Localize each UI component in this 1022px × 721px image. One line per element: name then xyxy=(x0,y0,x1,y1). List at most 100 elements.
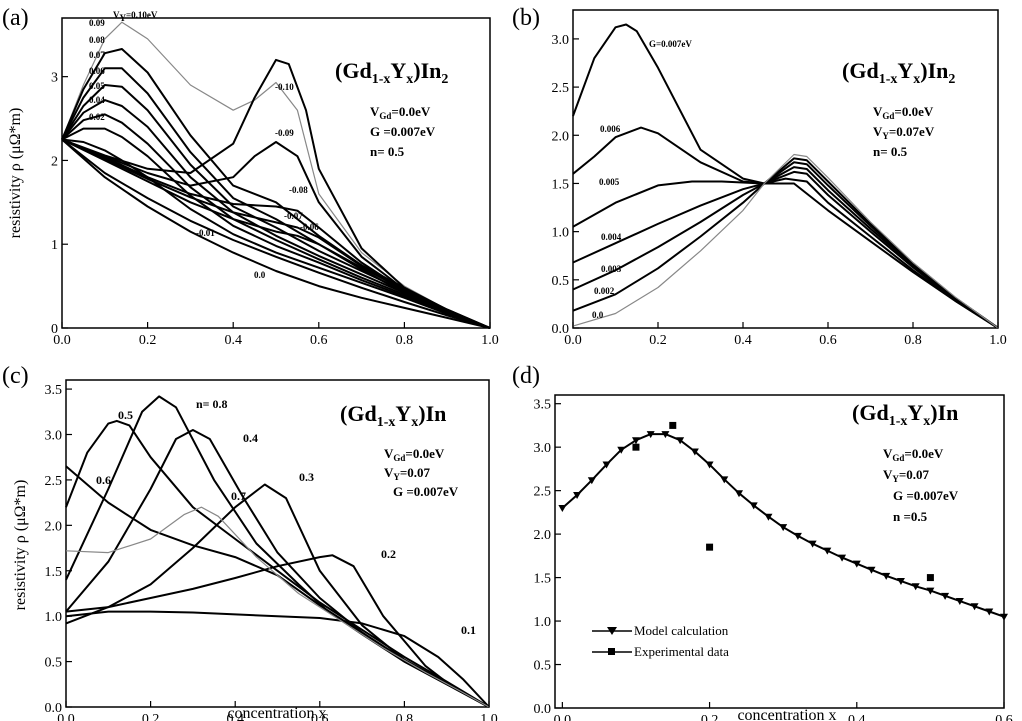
series-a-10 xyxy=(61,138,491,329)
xtick-a-5: 1.0 xyxy=(481,333,499,348)
model-point-16 xyxy=(793,532,802,540)
panel-b: (b) 0.0 0.2 0.4 0.6 0.8 1.0 0.0 0.5 1.0 1.5 2.0 2.5… xyxy=(512,5,1007,348)
xtick-d-1: 0.2 xyxy=(701,713,719,721)
model-point-28 xyxy=(970,603,979,611)
xtick-a-0: 0.0 xyxy=(53,333,71,348)
panel-c-g: G =0.007eV xyxy=(393,484,459,499)
xtick-d-0: 0.0 xyxy=(554,713,572,721)
xtick-b-1: 0.2 xyxy=(649,333,667,348)
series-c-4 xyxy=(65,554,490,708)
panel-d-g: G =0.007eV xyxy=(893,488,959,503)
ytick-a-3: 3 xyxy=(51,71,58,86)
model-point-14 xyxy=(764,513,773,521)
series-c-1 xyxy=(65,419,490,708)
legend-exp-text: Experimental data xyxy=(634,644,729,659)
ytick-b-6: 3.0 xyxy=(552,33,570,48)
label-c-03: 0.3 xyxy=(299,470,314,484)
ytick-c-3: 1.5 xyxy=(45,565,63,580)
label-b-002: 0.002 xyxy=(594,286,615,296)
label-c-07: 0.7 xyxy=(231,489,246,503)
label-b-003: 0.003 xyxy=(601,264,622,274)
label-a-m007: -0.07 xyxy=(284,211,303,221)
xtick-c-5: 1.0 xyxy=(480,712,498,721)
model-point-26 xyxy=(941,592,950,600)
model-point-12 xyxy=(735,490,744,498)
ytick-d-4: 2.0 xyxy=(534,528,552,543)
legend-model-marker xyxy=(607,627,617,635)
model-point-13 xyxy=(749,502,758,510)
series-c-6 xyxy=(65,465,490,708)
series-b-4 xyxy=(572,161,999,329)
xtick-b-2: 0.4 xyxy=(734,333,752,348)
panel-d-letter: (d) xyxy=(512,363,540,389)
model-point-29 xyxy=(985,608,994,616)
ytick-a-2: 2 xyxy=(51,154,58,169)
ytick-c-4: 2.0 xyxy=(45,519,63,534)
ytick-d-7: 3.5 xyxy=(534,398,552,413)
panel-a-frame xyxy=(61,17,491,329)
series-b-2 xyxy=(572,170,999,329)
ytick-d-1: 0.5 xyxy=(534,659,552,674)
ytick-b-5: 2.5 xyxy=(552,81,570,96)
panel-b-vgd: VGd=0.0eV xyxy=(873,104,934,121)
label-a-006: 0.06 xyxy=(89,66,105,76)
ytick-c-0: 0.0 xyxy=(45,701,63,716)
series-a-7 xyxy=(61,138,491,329)
panel-d-legend: Model calculation Experimental data xyxy=(592,623,729,659)
panel-d-title: (Gd1-xYx)In xyxy=(852,400,958,429)
ytick-d-5: 2.5 xyxy=(534,485,552,500)
ytick-c-5: 2.5 xyxy=(45,474,63,489)
label-a-008: 0.08 xyxy=(89,35,105,45)
panel-b-series xyxy=(572,23,999,329)
panel-a-title: (Gd1-xYx)In2 xyxy=(335,58,448,87)
panel-c-ticks: 0.0 0.2 0.4 0.6 0.8 1.0 0.0 0.5 1.0 1.5 2.0 2.5 3.0 3… xyxy=(45,383,498,721)
panel-b-curve-labels: G=0.007eV 0.006 0.005 0.004 0.003 0.002 … xyxy=(592,39,692,320)
series-a-8 xyxy=(61,138,491,329)
xtick-c-2: 0.4 xyxy=(226,712,244,721)
panel-a-series xyxy=(61,21,491,329)
svg-text:(Gd1-xYx)In2: (Gd1-xYx)In2 xyxy=(335,58,448,87)
model-point-11 xyxy=(720,476,729,484)
xtick-c-0: 0.0 xyxy=(57,712,75,721)
ytick-c-2: 1.0 xyxy=(45,610,63,625)
panel-b-n: n= 0.5 xyxy=(873,144,908,159)
panel-d-frame xyxy=(554,394,1005,709)
series-a-5 xyxy=(61,113,491,329)
label-c-n08: n= 0.8 xyxy=(196,397,228,411)
label-a-004: 0.04 xyxy=(89,95,105,105)
xtick-b-5: 1.0 xyxy=(989,333,1007,348)
series-b-5 xyxy=(572,157,999,329)
xtick-b-3: 0.6 xyxy=(819,333,837,348)
ytick-d-0: 0.0 xyxy=(534,702,552,717)
legend-model-text: Model calculation xyxy=(634,623,729,638)
panel-d: (d) 0.0 0.2 0.4 0.6 0.0 0.5 1.0 1.5 2.0 2.5 3.0 3.5… xyxy=(512,363,1013,721)
series-c-2 xyxy=(65,429,490,708)
series-c-7 xyxy=(65,506,490,708)
label-a-009: 0.09 xyxy=(89,18,105,28)
series-b-6 xyxy=(572,153,999,329)
ytick-b-1: 0.5 xyxy=(552,274,570,289)
label-c-05: 0.5 xyxy=(118,408,133,422)
panel-c-ylabel: resistivity ρ (μΩ*m) xyxy=(12,480,29,611)
series-a-13 xyxy=(61,138,491,329)
model-point-25 xyxy=(926,587,935,595)
panel-c-xlabel: concentration x xyxy=(227,705,326,721)
exp-point-3 xyxy=(926,574,934,582)
ytick-b-0: 0.0 xyxy=(552,322,570,337)
series-b-1 xyxy=(572,126,999,329)
ytick-b-2: 1.0 xyxy=(552,226,570,241)
label-b-g0: G=0.007eV xyxy=(649,39,692,49)
panel-c-series xyxy=(65,395,490,708)
ytick-b-3: 1.5 xyxy=(552,177,570,192)
panel-a-ylabel: resistivity ρ (μΩ*m) xyxy=(7,108,24,239)
model-point-2 xyxy=(587,477,596,485)
label-a-m009: -0.09 xyxy=(275,128,294,138)
panel-b-letter: (b) xyxy=(512,5,540,31)
panel-c: (c) 0.0 0.2 0.4 0.6 0.8 1.0 0.0 0.5 1.0 1.5 2.0 2.5… xyxy=(2,363,498,721)
label-b-004: 0.004 xyxy=(601,232,622,242)
ytick-c-6: 3.0 xyxy=(45,429,63,444)
ytick-d-3: 1.5 xyxy=(534,572,552,587)
ytick-a-0: 0 xyxy=(51,322,58,337)
model-point-8 xyxy=(676,437,685,445)
